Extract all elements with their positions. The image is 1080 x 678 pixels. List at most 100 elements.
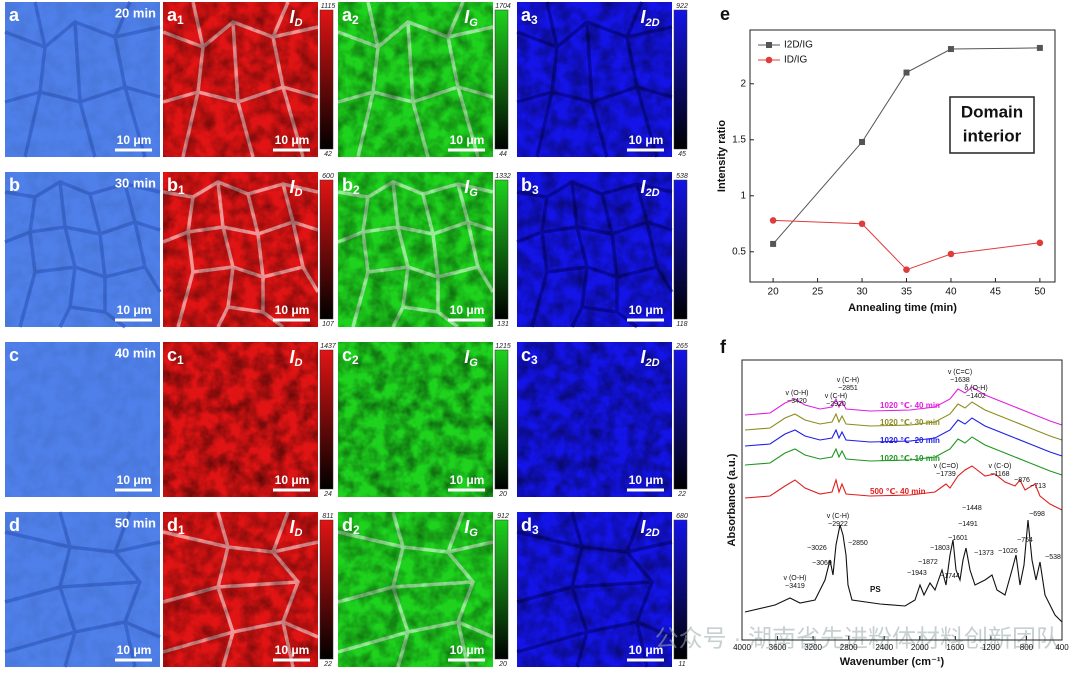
legend-label: I2D/IG (784, 40, 813, 51)
marker (1036, 44, 1043, 51)
x-tick-label: 45 (990, 287, 1002, 298)
peak-annotation: ~1026 (998, 548, 1018, 555)
annotation: Domain (961, 102, 1023, 121)
y-tick-label: 2 (740, 78, 746, 89)
map-texture (517, 172, 672, 327)
scale-bar-label: 10 μm (629, 643, 664, 657)
annotation: interior (963, 126, 1022, 145)
colorbar-min: 24 (323, 491, 332, 498)
legend-label: ID/IG (784, 55, 808, 66)
channel-symbol: I (640, 177, 646, 197)
plot-frame (741, 359, 1063, 641)
colorbar-max: 265 (675, 343, 688, 350)
spectrum-curve (744, 401, 1063, 441)
map-letter: b (167, 175, 178, 195)
scale-bar-label: 10 μm (629, 303, 664, 317)
map-texture (338, 2, 493, 157)
panel-label: f (720, 337, 727, 357)
map-letter: a (342, 5, 353, 25)
colorbar-min: 107 (322, 321, 335, 328)
channel-subscript: 2D (644, 357, 659, 369)
peak-annotation: ~3419 (785, 583, 805, 590)
map-subscript: 1 (178, 523, 185, 537)
channel-subscript: G (469, 527, 478, 539)
channel-label: IG (464, 347, 478, 369)
peak-annotation: ~713 (1030, 483, 1046, 490)
peak-annotation: ~1373 (974, 550, 994, 557)
colorbar-min: 20 (498, 491, 507, 498)
map-texture (338, 342, 493, 497)
x-tick-label: 3200 (804, 643, 822, 652)
marker (947, 250, 955, 258)
series-label: PS (870, 585, 881, 594)
colorbar (673, 9, 688, 150)
x-tick-label: 25 (812, 287, 824, 298)
x-axis-label: Wavenumber (cm⁻¹) (840, 656, 945, 668)
peak-annotation: ~698 (1029, 511, 1045, 518)
peak-annotation: ~1448 (962, 505, 982, 512)
channel-subscript: D (295, 187, 303, 199)
map-letter: c (521, 345, 531, 365)
colorbar-max: 922 (676, 3, 688, 10)
panel-label: c (9, 345, 19, 365)
map-texture (163, 172, 318, 327)
marker (769, 217, 777, 224)
channel-symbol: I (290, 177, 296, 197)
x-tick-label: 2400 (875, 643, 893, 652)
scale-bar-label: 10 μm (450, 133, 485, 147)
channel-label: I2D (640, 347, 659, 369)
map-label: a1 (167, 5, 184, 27)
peak-annotation: ~1872 (918, 559, 938, 566)
channel-label: IG (464, 7, 478, 29)
channel-symbol: I (464, 347, 470, 367)
map-texture (5, 512, 160, 667)
colorbar-max: 1704 (495, 3, 511, 10)
map-texture (338, 172, 493, 327)
peak-annotation: v (C=C) (948, 369, 972, 376)
series-label: 1020 ℃- 40 min (880, 401, 940, 410)
time-label: 40 min (115, 345, 156, 360)
peak-annotation: ~2920 (826, 401, 846, 408)
x-tick-label: 800 (1020, 643, 1034, 652)
x-tick-label: 30 (856, 287, 868, 298)
series-label: 1020 ℃- 10 min (880, 454, 940, 463)
map-texture (5, 172, 160, 327)
marker (770, 240, 777, 247)
map-label: b3 (521, 175, 539, 197)
x-tick-label: 2800 (840, 643, 858, 652)
map-label: c1 (167, 345, 184, 367)
y-axis-label: Absorbance (a.u.) (726, 453, 738, 546)
marker (947, 46, 954, 53)
peak-annotation: ~1601 (948, 535, 968, 542)
map-label: c2 (342, 345, 359, 367)
map-subscript: 2 (353, 183, 360, 197)
colorbar-max: 600 (322, 173, 334, 180)
scale-bar-label: 10 μm (117, 473, 152, 487)
map-letter: b (342, 175, 353, 195)
map-subscript: 3 (531, 353, 538, 367)
peak-annotation: v (C=O) (934, 463, 959, 470)
peak-annotation: ~3026 (807, 545, 827, 552)
colorbar-max: 1332 (495, 173, 511, 180)
map-letter: c (167, 345, 177, 365)
marker (858, 220, 866, 228)
scale-bar-label: 10 μm (117, 643, 152, 657)
time-label: 50 min (115, 515, 156, 530)
colorbar-min: 45 (678, 151, 686, 158)
map-label: d3 (521, 515, 539, 537)
marker (859, 139, 866, 145)
channel-label: I2D (640, 177, 659, 199)
map-label: a2 (342, 5, 359, 27)
peak-annotation: v (C-H) (825, 393, 848, 400)
colorbar (319, 9, 334, 150)
channel-subscript: 2D (644, 17, 659, 29)
channel-symbol: I (290, 7, 296, 27)
legend-marker (765, 56, 773, 64)
x-tick-label: 50 (1034, 287, 1046, 298)
channel-label: ID (290, 177, 303, 199)
time-label: 30 min (115, 175, 156, 190)
map-letter: d (167, 515, 178, 535)
